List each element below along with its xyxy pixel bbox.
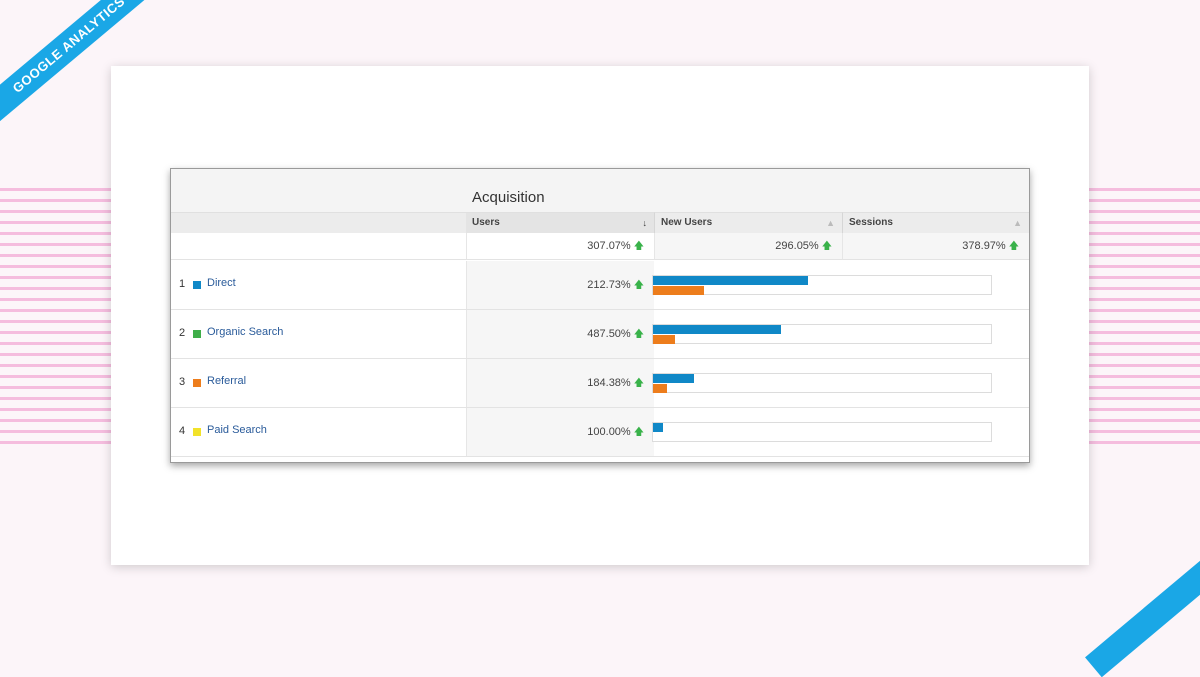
row-color-swatch — [193, 428, 201, 436]
comparison-bar-box — [652, 373, 992, 393]
users-cell: 184.38% 🡅 — [466, 359, 654, 407]
row-index: 4 — [179, 425, 186, 437]
totals-value: 378.97% — [962, 240, 1006, 252]
corner-ribbon — [1085, 528, 1200, 677]
users-bar — [653, 276, 808, 285]
trend-up-icon: 🡅 — [633, 280, 644, 291]
users-value: 100.00% — [587, 426, 631, 438]
row-index: 1 — [179, 278, 186, 290]
column-header-new-users[interactable]: New Users ▲ — [654, 212, 842, 233]
sort-icon: ▲ — [826, 218, 835, 228]
column-header-sessions[interactable]: Sessions ▲ — [842, 212, 1029, 233]
row-color-swatch — [193, 281, 201, 289]
users-cell: 487.50% 🡅 — [466, 310, 654, 358]
channel-link[interactable]: Referral — [207, 375, 247, 387]
column-header-label: New Users — [661, 217, 713, 228]
users-value: 184.38% — [587, 377, 631, 389]
column-header-dimension — [171, 212, 466, 233]
trend-up-icon: 🡅 — [633, 241, 644, 252]
comparison-bar-box — [652, 422, 992, 442]
totals-value: 296.05% — [775, 240, 819, 252]
table-row: 4 Paid Search 100.00% 🡅 — [171, 408, 1029, 457]
row-index: 3 — [179, 376, 186, 388]
trend-up-icon: 🡅 — [633, 427, 644, 438]
totals-cell-new-users: 296.05% 🡅 — [654, 233, 842, 260]
table-row: 3 Referral 184.38% 🡅 — [171, 359, 1029, 408]
new-users-bar — [653, 384, 667, 393]
table-row: 2 Organic Search 487.50% 🡅 — [171, 310, 1029, 359]
column-header-users[interactable]: Users ↓ — [466, 212, 654, 233]
trend-up-icon: 🡅 — [821, 241, 832, 252]
channel-link[interactable]: Direct — [207, 277, 236, 289]
comparison-bar-box — [652, 275, 992, 295]
channel-link[interactable]: Paid Search — [207, 424, 267, 436]
users-cell: 212.73% 🡅 — [466, 261, 654, 309]
users-bar — [653, 423, 663, 432]
group-title: Acquisition — [472, 189, 545, 206]
totals-cell-dimension — [171, 233, 466, 260]
totals-cell-users: 307.07% 🡅 — [466, 233, 654, 260]
channel-link[interactable]: Organic Search — [207, 326, 284, 338]
users-bar — [653, 374, 694, 383]
column-header-label: Users — [472, 217, 500, 228]
users-cell: 100.00% 🡅 — [466, 408, 654, 456]
acquisition-report-table: Acquisition Users ↓ New Users ▲ Sessions… — [170, 168, 1030, 463]
comparison-bar-box — [652, 324, 992, 344]
users-bar — [653, 325, 781, 334]
trend-up-icon: 🡅 — [633, 378, 644, 389]
trend-up-icon: 🡅 — [633, 329, 644, 340]
row-index: 2 — [179, 327, 186, 339]
arrow-down-icon: ↓ — [642, 218, 648, 228]
users-value: 487.50% — [587, 328, 631, 340]
new-users-bar — [653, 286, 704, 295]
row-color-swatch — [193, 330, 201, 338]
group-header: Acquisition — [171, 169, 1029, 212]
totals-cell-sessions: 378.97% 🡅 — [842, 233, 1029, 260]
users-value: 212.73% — [587, 279, 631, 291]
trend-up-icon: 🡅 — [1008, 241, 1019, 252]
sort-icon: ▲ — [1013, 218, 1022, 228]
row-color-swatch — [193, 379, 201, 387]
totals-value: 307.07% — [587, 240, 631, 252]
column-header-label: Sessions — [849, 217, 893, 228]
new-users-bar — [653, 335, 675, 344]
table-row: 1 Direct 212.73% 🡅 — [171, 261, 1029, 310]
